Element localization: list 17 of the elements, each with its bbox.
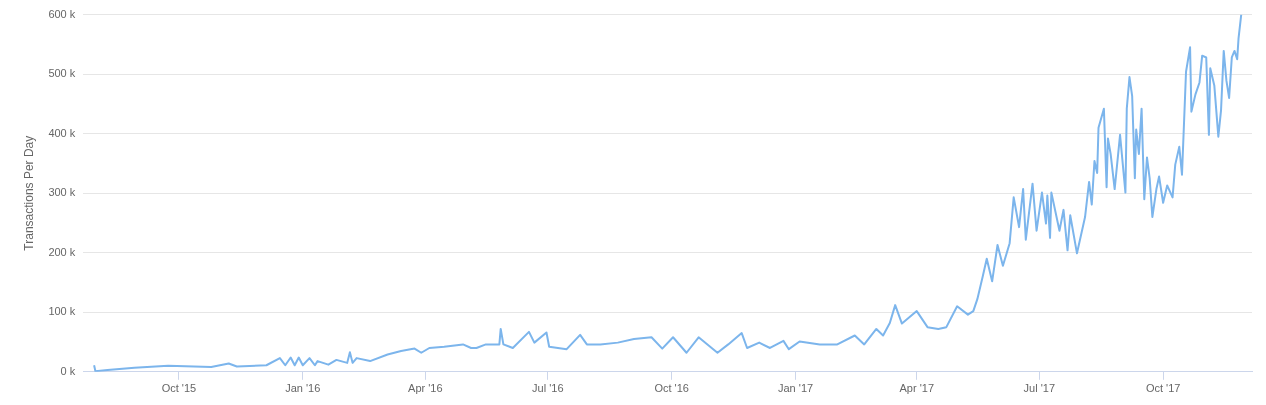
- y-tick-label: 500 k: [48, 67, 76, 80]
- x-tick-label: Jul '16: [532, 382, 564, 395]
- x-tick-label: Oct '15: [161, 382, 197, 395]
- y-tick-label: 400 k: [48, 126, 76, 139]
- y-tick-label: 200 k: [48, 245, 76, 258]
- y-tick-label: 600 k: [48, 7, 76, 20]
- x-tick-label: Jul '17: [1023, 382, 1055, 395]
- x-tick-label: Jan '16: [285, 382, 321, 395]
- y-tick-label: 300 k: [48, 186, 76, 199]
- x-tick-label: Jan '17: [777, 382, 814, 395]
- x-tick-label: Oct '16: [654, 382, 689, 395]
- x-tick-label: Apr '17: [899, 382, 934, 395]
- y-axis-title: Transactions Per Day: [21, 135, 36, 251]
- y-tick-label: 100 k: [48, 305, 76, 318]
- x-tick-label: Apr '16: [408, 382, 443, 395]
- x-tick-label: Oct '17: [1145, 382, 1181, 395]
- y-tick-label: 0 k: [60, 364, 76, 377]
